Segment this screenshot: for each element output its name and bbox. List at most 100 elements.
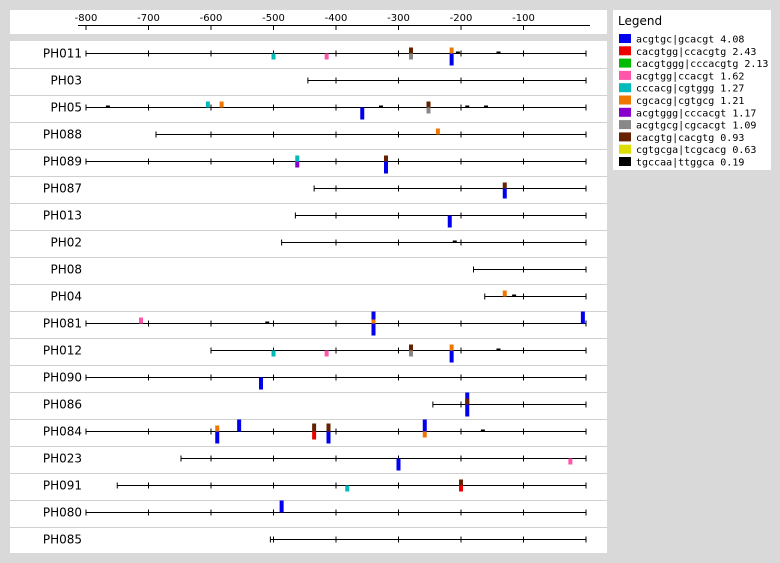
motif-site bbox=[452, 240, 457, 243]
legend-entry: tgccaa|ttggca 0.19 bbox=[619, 157, 744, 169]
sequence-row: PH080 bbox=[10, 500, 607, 520]
motif-site bbox=[259, 377, 263, 390]
motif-site bbox=[449, 350, 454, 363]
row-label: PH04 bbox=[50, 290, 82, 304]
row-label: PH023 bbox=[43, 452, 82, 466]
legend-label: cccacg|cgtggg 1.27 bbox=[636, 84, 744, 95]
motif-site bbox=[271, 350, 276, 357]
row-label: PH085 bbox=[43, 533, 82, 547]
sequence-row: PH02 bbox=[10, 230, 607, 250]
sequence-row: PH084 bbox=[10, 419, 607, 444]
legend-label: cacgtgg|ccacgtg 2.43 bbox=[636, 47, 756, 58]
motif-site bbox=[459, 479, 463, 486]
motif-site bbox=[205, 101, 210, 108]
sequence-row: PH05 bbox=[10, 95, 607, 120]
motif-site bbox=[496, 348, 501, 351]
legend-swatch bbox=[619, 83, 631, 93]
legend-swatch bbox=[619, 107, 631, 117]
sequence-row: PH090 bbox=[10, 365, 607, 390]
row-label: PH02 bbox=[50, 236, 82, 250]
legend: Legend acgtgc|gcacgt 4.08cacgtgg|ccacgtg … bbox=[618, 14, 768, 169]
motif-site bbox=[312, 423, 317, 432]
motif-site bbox=[502, 188, 507, 199]
sequence-row: PH013 bbox=[10, 203, 607, 228]
x-tick-label: -200 bbox=[450, 13, 473, 24]
x-tick-label: -400 bbox=[325, 13, 348, 24]
legend-entry: cgtgcga|tcgcacg 0.63 bbox=[619, 144, 756, 156]
motif-site bbox=[105, 105, 110, 108]
row-label: PH087 bbox=[43, 182, 82, 196]
legend-swatch bbox=[619, 157, 631, 166]
axis-separator bbox=[10, 34, 607, 41]
legend-entry: acgtggg|cccacgt 1.17 bbox=[619, 107, 756, 119]
motif-site bbox=[279, 500, 284, 513]
motif-site bbox=[449, 344, 454, 351]
sequence-row: PH04 bbox=[10, 284, 607, 304]
sequence-row: PH08 bbox=[10, 257, 607, 277]
motif-site bbox=[237, 419, 242, 432]
legend-swatch bbox=[619, 144, 631, 154]
sequence-row: PH011 bbox=[43, 47, 587, 66]
legend-label: acgtgcg|cgcacgt 1.09 bbox=[636, 121, 756, 132]
x-tick-label: -300 bbox=[387, 13, 410, 24]
legend-entry: acgtgg|ccacgt 1.62 bbox=[619, 70, 744, 82]
legend-swatch bbox=[619, 70, 631, 80]
motif-site bbox=[422, 419, 427, 432]
motif-site bbox=[422, 431, 427, 438]
row-label: PH081 bbox=[43, 317, 82, 331]
motif-site bbox=[139, 317, 143, 324]
x-axis: -800 -700 -600 -500 -400 -300 -200 -100 bbox=[75, 13, 590, 30]
sequence-row: PH023 bbox=[10, 446, 607, 471]
legend-title: Legend bbox=[618, 14, 662, 28]
motif-site bbox=[409, 344, 413, 351]
motif-site bbox=[312, 431, 317, 440]
row-label: PH05 bbox=[50, 101, 82, 115]
row-label: PH090 bbox=[43, 371, 82, 385]
x-tick-label: -500 bbox=[262, 13, 285, 24]
motif-site bbox=[371, 319, 376, 324]
legend-entry: cccacg|cgtggg 1.27 bbox=[619, 83, 744, 95]
sequence-plot: -800 -700 -600 -500 -400 -300 -200 -100 PH011 PH0… bbox=[10, 13, 607, 547]
row-label: PH013 bbox=[43, 209, 82, 223]
motif-site bbox=[502, 182, 507, 189]
sequence-row: PH086 bbox=[10, 392, 607, 417]
legend-label: cgtgcga|tcgcacg 0.63 bbox=[636, 145, 756, 156]
motif-site bbox=[447, 215, 452, 228]
motif-site bbox=[512, 294, 517, 297]
legend-label: cacgtggg|cccacgtg 2.13 bbox=[636, 59, 768, 70]
motif-site bbox=[409, 47, 413, 54]
legend-label: acgtggg|cccacgt 1.17 bbox=[636, 108, 756, 119]
motif-site bbox=[480, 429, 485, 432]
legend-entry: cgcacg|cgtgcg 1.21 bbox=[619, 95, 744, 107]
motif-site bbox=[384, 161, 388, 174]
motif-site bbox=[384, 155, 388, 162]
motif-site bbox=[219, 101, 224, 108]
motif-site bbox=[435, 128, 440, 135]
legend-label: tgccaa|ttggca 0.19 bbox=[636, 158, 744, 169]
motif-site bbox=[568, 458, 573, 465]
row-label: PH084 bbox=[43, 425, 82, 439]
legend-swatch bbox=[619, 120, 631, 130]
sequence-row: PH088 bbox=[10, 122, 607, 142]
motif-site bbox=[465, 404, 470, 417]
motif-site bbox=[396, 458, 401, 471]
motif-site bbox=[465, 105, 470, 108]
row-label: PH088 bbox=[43, 128, 82, 142]
plot-panel: -800 -700 -600 -500 -400 -300 -200 -100 PH011 PH0… bbox=[10, 10, 607, 553]
legend-label: acgtgg|ccacgt 1.62 bbox=[636, 71, 744, 82]
motif-site bbox=[580, 311, 585, 324]
legend-swatch bbox=[619, 58, 631, 68]
sequence-row: PH087 bbox=[10, 176, 607, 199]
motif-site bbox=[426, 107, 431, 114]
row-label: PH080 bbox=[43, 506, 82, 520]
motif-site bbox=[409, 53, 413, 60]
motif-site bbox=[324, 53, 329, 60]
sequence-row: PH081 bbox=[10, 311, 607, 336]
row-label: PH012 bbox=[43, 344, 82, 358]
sequence-row: PH03 bbox=[10, 68, 607, 88]
motif-site bbox=[465, 398, 470, 405]
row-label: PH03 bbox=[50, 74, 82, 88]
motif-site bbox=[265, 321, 270, 324]
motif-site bbox=[496, 51, 501, 54]
legend-swatch bbox=[619, 132, 631, 142]
